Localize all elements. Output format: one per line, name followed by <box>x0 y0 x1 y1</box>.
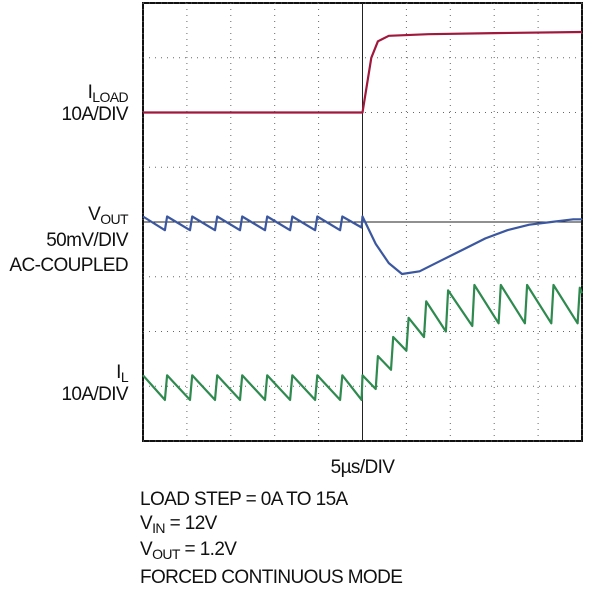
note-rest: = 1.2V <box>180 539 237 560</box>
note-main: LOAD STEP = 0A TO 15A <box>140 489 349 510</box>
trace-label-sub: LOAD <box>92 89 128 105</box>
trace-coupling: AC-COUPLED <box>9 255 128 276</box>
note-sub: IN <box>152 520 165 536</box>
trace-scale: 50mV/DIV <box>46 230 129 251</box>
note-main: V <box>140 539 153 560</box>
note: FORCED CONTINUOUS MODE <box>140 567 402 588</box>
trace-label-main: I <box>88 82 93 103</box>
time-scale: 5µs/DIV <box>331 457 396 478</box>
note: VIN = 12V <box>140 513 218 536</box>
trace-label-sub: L <box>121 369 129 385</box>
trace-scale: 10A/DIV <box>61 384 128 405</box>
trace-label-main: V <box>88 204 101 225</box>
trace-label-main: I <box>116 362 121 383</box>
trace-label: VOUT <box>88 204 129 227</box>
note-sub: OUT <box>152 546 181 562</box>
trace-label-sub: OUT <box>100 211 129 227</box>
note: VOUT = 1.2V <box>140 539 237 562</box>
trace <box>143 30 583 114</box>
note-main: V <box>140 513 153 534</box>
note-rest: = 12V <box>165 513 218 534</box>
note: LOAD STEP = 0A TO 15A <box>140 489 349 510</box>
trace-label: ILOAD <box>88 82 129 105</box>
trace-scale: 10A/DIV <box>61 104 128 125</box>
trace <box>142 283 584 401</box>
trace-label: IL <box>116 362 129 385</box>
note-main: FORCED CONTINUOUS MODE <box>140 567 402 588</box>
trace <box>142 215 582 276</box>
